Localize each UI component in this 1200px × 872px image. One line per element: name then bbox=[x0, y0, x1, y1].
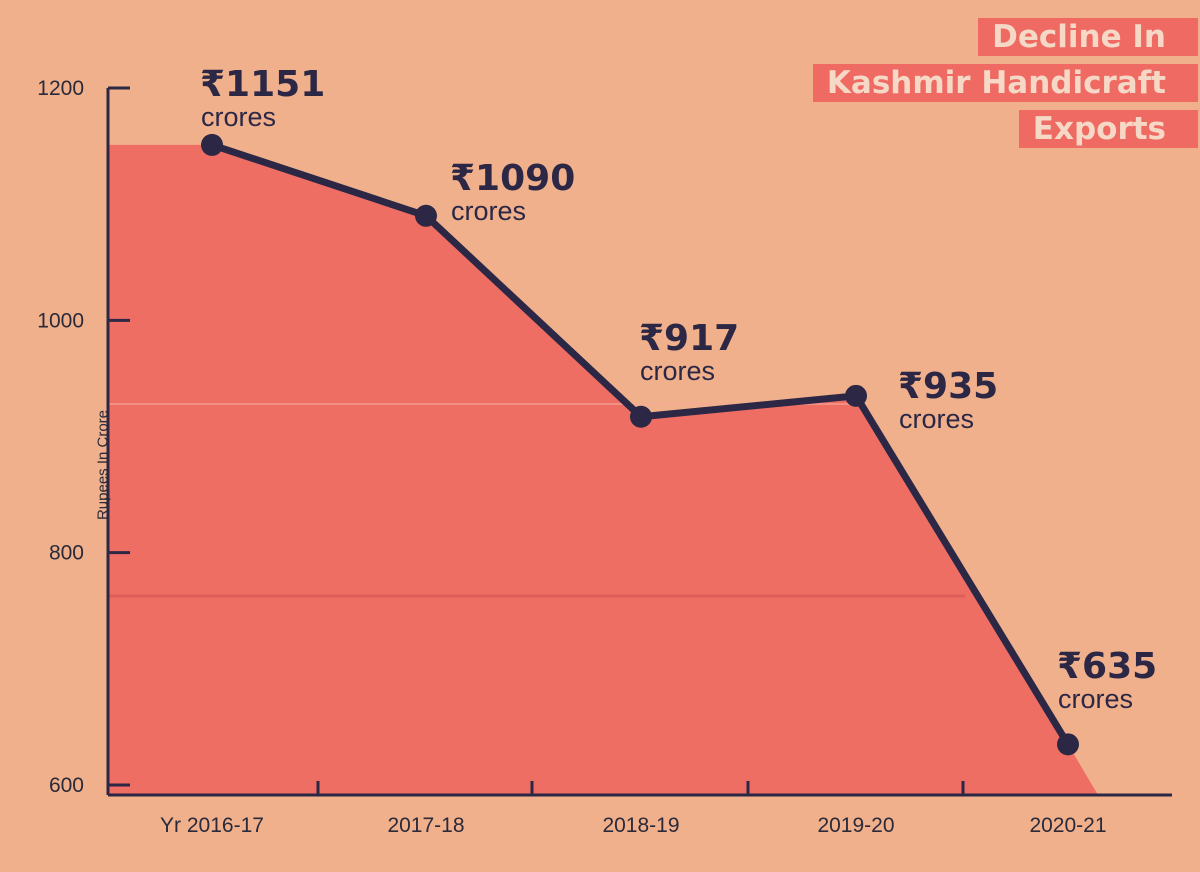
area-fill bbox=[108, 144, 1098, 796]
y-tick-label-600: 600 bbox=[49, 774, 84, 797]
x-tick-label-3: 2019-20 bbox=[817, 814, 894, 837]
y-tick-label-1200: 1200 bbox=[37, 77, 84, 100]
y-tick-label-800: 800 bbox=[49, 542, 84, 565]
data-label-unit-2: crores bbox=[640, 356, 715, 386]
title-line-3: Exports bbox=[1018, 110, 1198, 148]
data-label-unit-0: crores bbox=[201, 102, 276, 132]
x-tick-label-1: 2017-18 bbox=[387, 814, 464, 837]
y-tick-label-1000: 1000 bbox=[37, 309, 84, 332]
title-line-2: Kashmir Handicraft bbox=[812, 64, 1198, 102]
x-tick-label-2: 2018-19 bbox=[602, 814, 679, 837]
data-label-value-0: ₹1151 bbox=[200, 64, 325, 105]
data-label-value-2: ₹917 bbox=[639, 318, 739, 359]
y-axis-label: Rupees In Crore bbox=[94, 409, 112, 521]
x-tick-label-4: 2020-21 bbox=[1029, 814, 1106, 837]
chart-title: Decline In Kashmir Handicraft Exports bbox=[812, 18, 1198, 148]
title-line-1: Decline In bbox=[978, 18, 1198, 56]
data-point-3 bbox=[845, 384, 867, 407]
data-label-unit-3: crores bbox=[899, 404, 974, 434]
data-point-4 bbox=[1057, 733, 1079, 756]
x-tick-label-0: Yr 2016-17 bbox=[160, 814, 264, 837]
data-label-value-4: ₹635 bbox=[1057, 646, 1157, 687]
data-point-2 bbox=[630, 405, 652, 428]
data-point-0 bbox=[201, 133, 223, 156]
data-label-value-3: ₹935 bbox=[898, 366, 998, 407]
data-label-value-1: ₹1090 bbox=[450, 158, 575, 199]
data-point-1 bbox=[415, 204, 437, 227]
data-label-unit-4: crores bbox=[1058, 684, 1133, 714]
data-label-unit-1: crores bbox=[451, 196, 526, 226]
